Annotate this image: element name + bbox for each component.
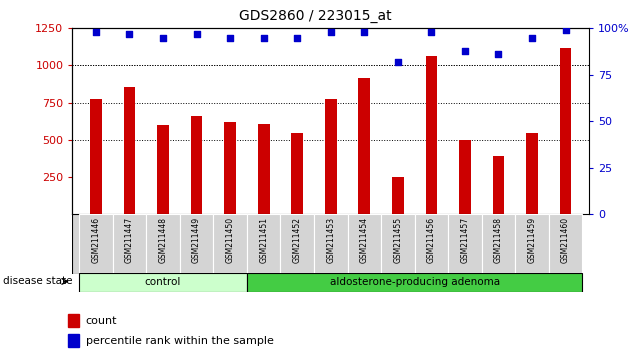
Bar [180, 214, 214, 274]
Text: GSM211457: GSM211457 [461, 217, 469, 263]
Bar [549, 214, 582, 274]
Bar [348, 214, 381, 274]
Bar [157, 125, 169, 214]
Bar [526, 133, 538, 214]
Text: GSM211451: GSM211451 [259, 217, 268, 263]
Bar [325, 99, 336, 214]
Bar [291, 133, 303, 214]
Point [91, 29, 101, 35]
Point [125, 31, 135, 37]
Bar [247, 273, 582, 292]
Text: percentile rank within the sample: percentile rank within the sample [86, 336, 273, 346]
Text: GSM211447: GSM211447 [125, 217, 134, 263]
Text: GSM211460: GSM211460 [561, 217, 570, 263]
Bar [559, 48, 571, 214]
Point [527, 35, 537, 40]
Bar [191, 116, 202, 214]
Bar [448, 214, 482, 274]
Text: GSM211456: GSM211456 [427, 217, 436, 263]
Point [192, 31, 202, 37]
Point [225, 35, 235, 40]
Text: control: control [145, 277, 181, 287]
Bar [68, 314, 79, 327]
Text: GSM211454: GSM211454 [360, 217, 369, 263]
Bar [79, 273, 247, 292]
Bar [392, 177, 404, 214]
Bar [113, 214, 146, 274]
Text: GSM211449: GSM211449 [192, 217, 201, 263]
Bar [358, 78, 370, 214]
Bar [79, 214, 113, 274]
Text: aldosterone-producing adenoma: aldosterone-producing adenoma [329, 277, 500, 287]
Point [158, 35, 168, 40]
Bar [425, 56, 437, 214]
Point [359, 29, 369, 35]
Bar [280, 214, 314, 274]
Point [392, 59, 403, 65]
Text: GSM211446: GSM211446 [91, 217, 100, 263]
Bar [515, 214, 549, 274]
Bar [90, 99, 102, 214]
Text: GSM211459: GSM211459 [527, 217, 537, 263]
Point [326, 29, 336, 35]
Text: GSM211448: GSM211448 [159, 217, 168, 263]
Text: GSM211453: GSM211453 [326, 217, 335, 263]
Bar [459, 140, 471, 214]
Bar [482, 214, 515, 274]
Point [493, 51, 503, 57]
Bar [247, 214, 280, 274]
Text: GSM211455: GSM211455 [393, 217, 403, 263]
Point [561, 27, 571, 33]
Bar [258, 124, 270, 214]
Text: GSM211458: GSM211458 [494, 217, 503, 263]
Point [259, 35, 269, 40]
Point [292, 35, 302, 40]
Bar [381, 214, 415, 274]
Bar [123, 87, 135, 214]
Text: GSM211450: GSM211450 [226, 217, 234, 263]
Bar [146, 214, 180, 274]
Bar [214, 214, 247, 274]
Point [460, 48, 470, 53]
Point [427, 29, 437, 35]
Bar [314, 214, 348, 274]
Bar [224, 122, 236, 214]
Text: disease state: disease state [3, 276, 72, 286]
Bar [415, 214, 448, 274]
Bar [68, 334, 79, 347]
Text: GDS2860 / 223015_at: GDS2860 / 223015_at [239, 9, 391, 23]
Bar [493, 156, 505, 214]
Text: GSM211452: GSM211452 [293, 217, 302, 263]
Text: count: count [86, 316, 117, 326]
